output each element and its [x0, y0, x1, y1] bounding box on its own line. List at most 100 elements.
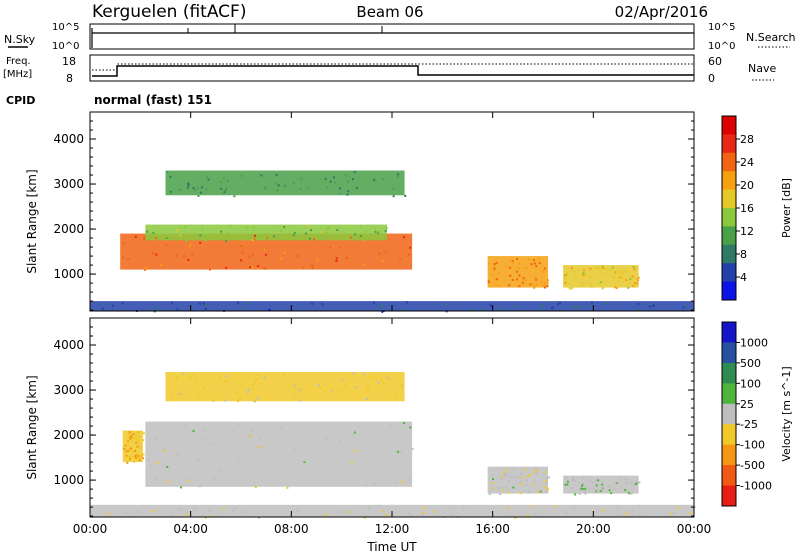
power-pixel: [257, 265, 260, 268]
velocity-pixel: [507, 480, 510, 483]
velocity-pixel: [232, 509, 235, 512]
velocity-pixel: [139, 445, 142, 448]
power-region-1: [145, 224, 387, 241]
power-pixel: [199, 191, 202, 194]
velocity-pixel: [219, 376, 222, 379]
power-pixel: [516, 270, 519, 273]
velocity-pixel: [584, 492, 587, 495]
nave-tick-bottom: 0: [708, 72, 715, 85]
velocity-pixel: [533, 471, 536, 474]
power-pixel: [346, 180, 349, 183]
colorbar-tick-label: 12: [740, 225, 754, 238]
velocity-pixel: [136, 438, 139, 441]
power-pixel: [268, 308, 271, 311]
power-pixel: [145, 232, 148, 235]
velocity-pixel: [348, 396, 351, 399]
power-pixel: [579, 305, 582, 308]
velocity-pixel: [586, 485, 589, 488]
power-pixel: [152, 231, 155, 234]
power-pixel: [637, 279, 640, 282]
velocity-pixel: [545, 477, 548, 480]
power-pixel: [251, 253, 254, 256]
velocity-pixel: [546, 488, 549, 491]
velocity-pixel: [136, 431, 139, 434]
power-pixel: [284, 184, 287, 187]
power-pixel: [535, 278, 538, 281]
velocity-pixel: [505, 473, 508, 476]
x-tick-label: 08:00: [274, 522, 309, 536]
velocity-pixel: [212, 399, 215, 402]
velocity-pixel: [451, 514, 454, 517]
velocity-pixel: [543, 485, 546, 488]
power-pixel: [379, 303, 382, 306]
power-pixel: [152, 252, 155, 255]
power-pixel: [305, 232, 308, 235]
velocity-pixel: [234, 506, 237, 509]
velocity-pixel: [350, 461, 353, 464]
y-tick-label: 4000: [53, 338, 84, 352]
velocity-pixel: [528, 473, 531, 476]
power-pixel: [353, 170, 356, 173]
velocity-pixel: [246, 391, 249, 394]
velocity-pixel: [198, 474, 201, 477]
power-pixel: [143, 236, 146, 239]
nsearch-label: N.Search: [746, 31, 796, 44]
velocity-pixel: [345, 433, 348, 436]
power-pixel: [574, 274, 577, 277]
velocity-pixel: [179, 508, 182, 511]
power-pixel: [359, 234, 362, 237]
velocity-pixel: [279, 427, 282, 430]
velocity-pixel: [255, 378, 258, 381]
velocity-pixel: [583, 484, 586, 487]
power-pixel: [354, 233, 357, 236]
power-pixel: [522, 276, 525, 279]
velocity-pixel: [135, 455, 138, 458]
velocity-pixel: [166, 465, 169, 468]
power-pixel: [206, 175, 209, 178]
power-pixel: [535, 283, 538, 286]
velocity-pixel: [126, 512, 129, 515]
velocity-pixel: [539, 490, 542, 493]
velocity-pixel: [608, 484, 611, 487]
power-pixel: [326, 227, 329, 230]
velocity-pixel: [256, 397, 259, 400]
velocity-pixel: [521, 483, 524, 486]
velocity-pixel: [579, 488, 582, 491]
power-pixel: [405, 301, 408, 304]
freq-trace: [92, 65, 694, 77]
power-pixel: [333, 181, 336, 184]
velocity-pixel: [630, 492, 633, 495]
velocity-pixel: [588, 479, 591, 482]
power-pixel: [199, 234, 202, 237]
power-pixel: [170, 302, 173, 305]
velocity-pixel: [617, 506, 620, 509]
power-pixel: [396, 175, 399, 178]
velocity-pixel: [136, 510, 139, 513]
power-pixel: [385, 226, 388, 229]
power-pixel: [223, 191, 226, 194]
velocity-pixel: [526, 483, 529, 486]
colorbar-tick-label: -100: [740, 439, 765, 452]
velocity-pixel: [198, 485, 201, 488]
velocity-pixel: [239, 397, 242, 400]
power-pixel: [495, 261, 498, 264]
power-pixel: [248, 302, 251, 305]
power-pixel: [601, 287, 604, 290]
velocity-pixel: [410, 514, 413, 517]
velocity-pixel: [338, 441, 341, 444]
power-pixel: [582, 272, 585, 275]
nave-trace: [92, 63, 694, 71]
velocity-pixel: [536, 472, 539, 475]
power-pixel: [201, 186, 204, 189]
y-tick-label: 1000: [53, 473, 84, 487]
velocity-pixel: [180, 486, 183, 489]
colorbar-swatch: [722, 171, 736, 191]
velocity-pixel: [182, 458, 185, 461]
power-pixel: [516, 278, 519, 281]
power-pixel: [224, 189, 227, 192]
velocity-pixel: [530, 505, 533, 508]
colorbar-swatch: [722, 134, 736, 154]
velocity-pixel: [500, 486, 503, 489]
power-pixel: [539, 309, 542, 312]
velocity-pixel: [523, 468, 526, 471]
